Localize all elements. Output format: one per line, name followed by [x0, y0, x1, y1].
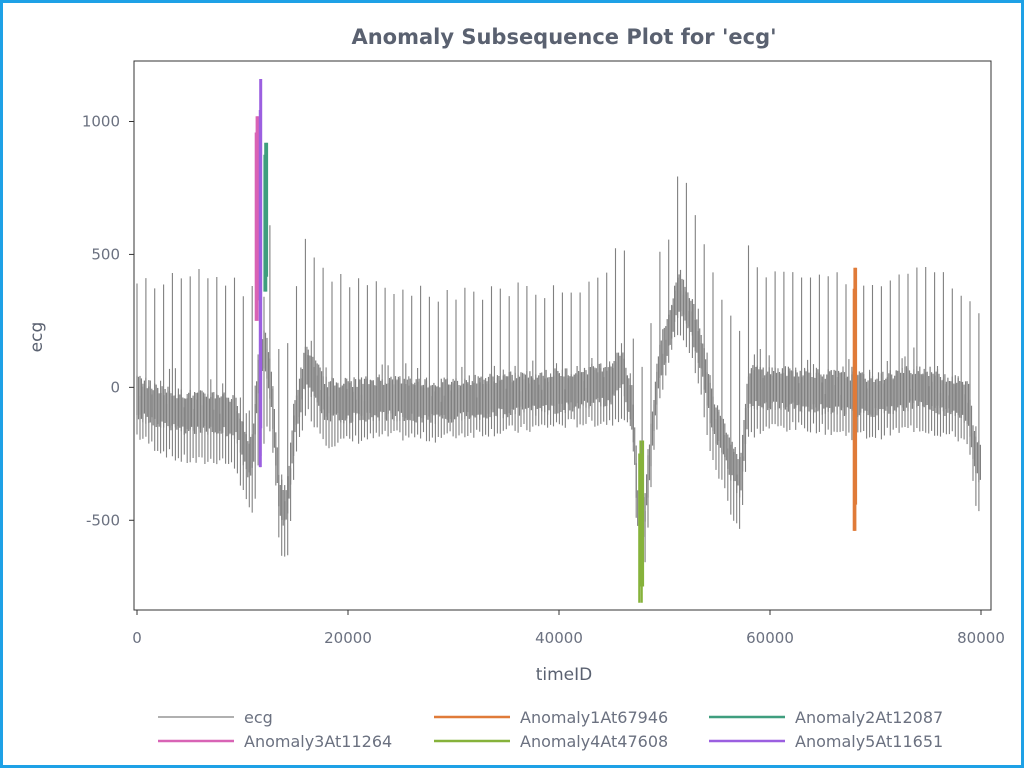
- legend-item: ecg: [158, 708, 273, 727]
- legend-label: Anomaly5At11651: [795, 732, 943, 751]
- y-tick-label: 1000: [82, 112, 120, 130]
- anomaly-series-anomaly3at11264: [254, 116, 260, 321]
- plot-lines: [136, 97, 982, 598]
- anomaly-series-anomaly2at12087: [263, 142, 269, 292]
- y-tick-label: 0: [110, 378, 120, 396]
- legend-label: ecg: [244, 708, 273, 727]
- chart-title: Anomaly Subsequence Plot for 'ecg': [351, 25, 776, 49]
- x-tick-label: 40000: [535, 629, 583, 647]
- anomaly-lines: [254, 79, 858, 603]
- x-tick-label: 60000: [746, 629, 794, 647]
- plot-area-frame: [133, 60, 992, 611]
- x-tick-label: 0: [132, 629, 142, 647]
- y-tick-label: -500: [86, 511, 120, 529]
- anomaly-series-anomaly4at47608: [638, 440, 645, 603]
- x-axis-label: timeID: [536, 665, 593, 685]
- anomaly-chart: Anomaly Subsequence Plot for 'ecg' 0 2000…: [27, 25, 1005, 751]
- x-tick-label: 20000: [324, 629, 372, 647]
- x-tick-label: 80000: [957, 629, 1005, 647]
- legend-item: Anomaly1At67946: [434, 708, 668, 727]
- legend-item: Anomaly5At11651: [709, 732, 943, 751]
- legend-item: Anomaly2At12087: [709, 708, 943, 727]
- anomaly-series-anomaly1at67946: [852, 267, 858, 531]
- y-tick-label: 500: [91, 245, 120, 263]
- legend-label: Anomaly1At67946: [520, 708, 668, 727]
- legend-label: Anomaly3At11264: [244, 732, 392, 751]
- y-axis: -500 0 500 1000: [82, 112, 134, 529]
- legend: ecg Anomaly1At67946 Anomaly2At12087 Anomaly…: [158, 708, 943, 751]
- x-axis: 0 20000 40000 60000 80000: [132, 610, 1005, 647]
- ecg-series: [136, 97, 982, 598]
- legend-item: Anomaly4At47608: [434, 732, 668, 751]
- legend-label: Anomaly4At47608: [520, 732, 668, 751]
- legend-label: Anomaly2At12087: [795, 708, 943, 727]
- y-axis-label: ecg: [27, 322, 47, 353]
- anomaly-series-anomaly5at11651: [258, 79, 263, 468]
- legend-item: Anomaly3At11264: [158, 732, 392, 751]
